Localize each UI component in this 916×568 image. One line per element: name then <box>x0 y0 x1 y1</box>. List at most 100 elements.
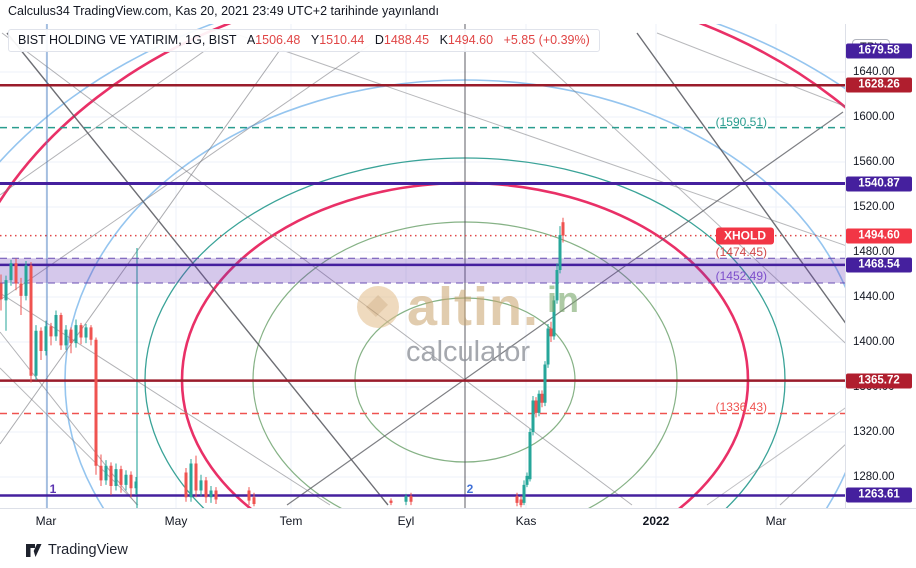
candle-body <box>549 328 553 337</box>
gann-fan-line <box>0 331 138 506</box>
float-price-label: (1452.49) <box>715 268 767 283</box>
gann-fan-line <box>656 32 845 107</box>
candle-body <box>109 465 113 486</box>
candle-body <box>409 496 413 502</box>
gann-fan-line <box>0 32 293 445</box>
candle-body <box>552 300 556 337</box>
symbol-legend[interactable]: BIST HOLDING VE YATIRIM, 1G, BIST A1506.… <box>8 29 600 52</box>
candle-body <box>29 265 33 376</box>
gann-fan-line <box>0 292 331 506</box>
price-label-box: 1540.87 <box>846 176 912 192</box>
candle-body <box>209 490 213 498</box>
candle-body <box>537 393 541 413</box>
candle-body <box>74 325 78 344</box>
gann-ellipse <box>64 79 845 508</box>
candle-body <box>39 330 43 351</box>
legend-open-key: A <box>246 33 256 47</box>
legend-change: +5.85 (+0.39%) <box>503 33 590 47</box>
gann-fan-line <box>6 32 389 506</box>
time-tick-Eyl[interactable]: Eyl <box>397 514 415 528</box>
candle-body <box>64 329 68 346</box>
legend-low-value: 1488.45 <box>383 33 430 47</box>
candle-body <box>4 280 8 301</box>
wave-marker-1: 1 <box>49 482 57 496</box>
candle-body <box>525 475 529 485</box>
legend-close-key: K <box>439 33 448 47</box>
candle-body <box>119 469 123 485</box>
price-tick: 1640.00 <box>853 66 895 78</box>
price-label-box: 1494.60 <box>846 228 912 244</box>
gann-fan-line <box>286 111 844 506</box>
time-tick-Mar[interactable]: Mar <box>765 514 787 528</box>
candle-body <box>99 465 103 481</box>
candle-body <box>204 480 208 498</box>
support-band <box>0 258 845 283</box>
chart-canvas <box>0 24 845 508</box>
price-tick: 1320.00 <box>853 426 895 438</box>
chart-plot-area[interactable]: altin. in calculator BIST HOLDING VE YAT… <box>0 24 846 508</box>
legend-symbol: BIST HOLDING VE YATIRIM, 1G, BIST <box>18 33 237 47</box>
candle-body <box>14 263 18 284</box>
candle-body <box>0 283 3 300</box>
gann-fan-line <box>232 32 845 246</box>
publish-info-text: Calculus34 TradingView.com, Kas 20, 2021… <box>8 4 439 18</box>
tradingview-logo-icon[interactable] <box>26 543 42 558</box>
price-label-box: 1628.26 <box>846 77 912 93</box>
candle-body <box>519 499 523 506</box>
candle-body <box>194 463 198 491</box>
xhold-alert-label: XHOLD <box>716 227 774 245</box>
gann-fan-line <box>0 32 231 196</box>
time-tick-2022[interactable]: 2022 <box>642 514 670 528</box>
candle-body <box>252 497 256 504</box>
legend-open-value: 1506.48 <box>255 33 301 47</box>
candle-body <box>34 330 38 376</box>
wave-marker-2: 2 <box>466 482 474 496</box>
publish-info-bar: Calculus34 TradingView.com, Kas 20, 2021… <box>0 0 916 24</box>
gann-fan-line <box>636 32 845 324</box>
candle-body <box>104 465 108 481</box>
legend-close-value: 1494.60 <box>447 33 494 47</box>
candle-body <box>44 326 48 351</box>
candle-body <box>89 327 93 340</box>
candle-body <box>124 474 128 485</box>
candle-body <box>59 315 63 346</box>
candle-body <box>114 469 118 486</box>
price-tick: 1280.00 <box>853 471 895 483</box>
price-axis[interactable]: 1679.58 TRY 1640.001600.001560.001520.00… <box>846 24 916 508</box>
time-axis[interactable]: Mar May Tem Eyl Kas 2022 Mar <box>0 508 916 534</box>
candles <box>0 217 565 508</box>
legend-high-key: Y <box>310 33 320 47</box>
price-tick: 1560.00 <box>853 156 895 168</box>
gann-fan-line <box>511 32 845 344</box>
gann-fan-line <box>0 32 388 301</box>
candle-body <box>404 496 408 502</box>
time-tick-Mar[interactable]: Mar <box>35 514 57 528</box>
legend-low-key: D <box>374 33 384 47</box>
gann-fan-line <box>779 444 845 506</box>
gann-fan-line <box>706 407 845 506</box>
candle-body <box>84 327 88 338</box>
price-level-lines <box>0 83 845 497</box>
time-tick-May[interactable]: May <box>164 514 188 528</box>
candle-body <box>19 283 23 296</box>
candle-body <box>561 222 565 236</box>
price-tick: 1520.00 <box>853 201 895 213</box>
price-tick: 1480.00 <box>853 246 895 258</box>
candle-body <box>94 339 98 466</box>
candle-body <box>558 235 562 270</box>
candle-body <box>9 263 13 281</box>
candle-body <box>546 328 550 365</box>
candle-body <box>129 474 133 489</box>
candle-body <box>522 484 526 503</box>
price-label-top: 1679.58 <box>846 43 912 59</box>
price-tick: 1600.00 <box>853 111 895 123</box>
candle-body <box>389 500 393 503</box>
time-tick-Kas[interactable]: Kas <box>515 514 537 528</box>
candle-body <box>69 329 73 344</box>
candle-body <box>555 270 559 301</box>
tradingview-brand-text[interactable]: TradingView <box>48 542 128 558</box>
time-tick-Tem[interactable]: Tem <box>279 514 303 528</box>
price-tick: 1440.00 <box>853 291 895 303</box>
gann-fan-line <box>1 32 633 506</box>
legend-high-value: 1510.44 <box>319 33 365 47</box>
